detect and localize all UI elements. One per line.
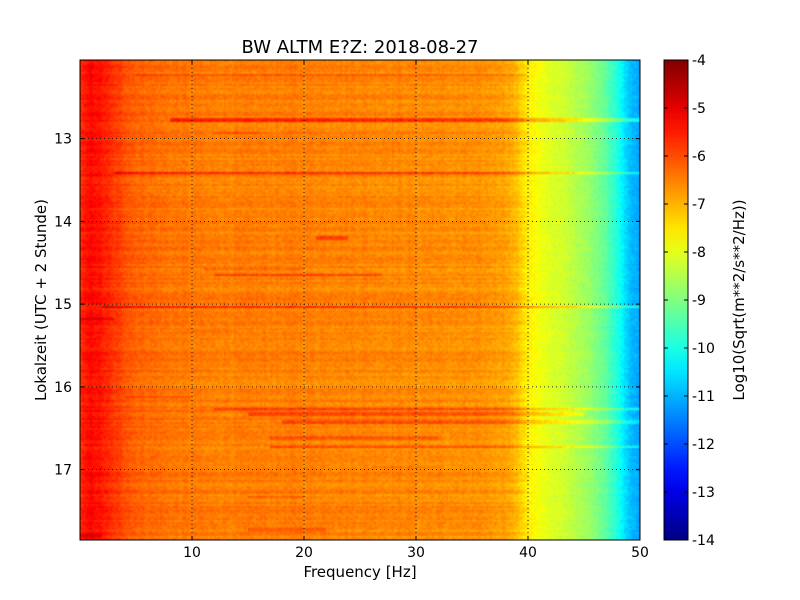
colorbar-label: Log10(Sqrt(m**2/s**2/Hz)) <box>730 199 748 400</box>
colorbar-tick-label: -8 <box>692 245 706 261</box>
colorbar-tick-label: -4 <box>692 53 706 69</box>
y-tick-label: 16 <box>54 380 72 396</box>
y-axis: 13 14 15 16 17 <box>54 132 640 479</box>
grid-lines <box>80 60 640 540</box>
colorbar-tick-label: -6 <box>692 149 706 165</box>
x-axis-label: Frequency [Hz] <box>303 563 416 581</box>
chart-title: BW ALTM E?Z: 2018-08-27 <box>242 37 479 58</box>
x-tick-label: 50 <box>631 545 649 561</box>
plot-frame <box>79 59 641 541</box>
colorbar-tick-label: -11 <box>692 389 715 405</box>
y-axis-label: Lokalzeit (UTC + 2 Stunde) <box>32 199 50 401</box>
colorbar-tick-label: -10 <box>692 341 715 357</box>
colorbar-tick-label: -5 <box>692 101 706 117</box>
colorbar-ticks: -4 -5 -6 -7 -8 -9 -10 -11 -12 -13 -14 <box>664 53 715 549</box>
colorbar-tick-label: -12 <box>692 437 715 453</box>
colorbar-tick-label: -13 <box>692 485 715 501</box>
colorbar-tick-label: -9 <box>692 293 706 309</box>
y-tick-label: 13 <box>54 132 72 148</box>
x-tick-label: 10 <box>183 545 201 561</box>
spectrogram-heatmap <box>80 60 640 540</box>
colorbar-tick-label: -7 <box>692 197 706 213</box>
colorbar-tick-label: -14 <box>692 533 715 549</box>
y-tick-label: 14 <box>54 214 72 230</box>
colorbar: -4 -5 -6 -7 -8 -9 -10 -11 -12 -13 -14 Log10(Sqrt(m… <box>663 53 748 549</box>
x-tick-label: 40 <box>519 545 537 561</box>
y-tick-label: 17 <box>54 463 72 479</box>
y-tick-label: 15 <box>54 297 72 313</box>
x-tick-label: 20 <box>295 545 313 561</box>
x-tick-label: 30 <box>407 545 425 561</box>
x-axis: 10 20 30 40 50 <box>183 60 649 561</box>
plot-area <box>79 59 641 541</box>
